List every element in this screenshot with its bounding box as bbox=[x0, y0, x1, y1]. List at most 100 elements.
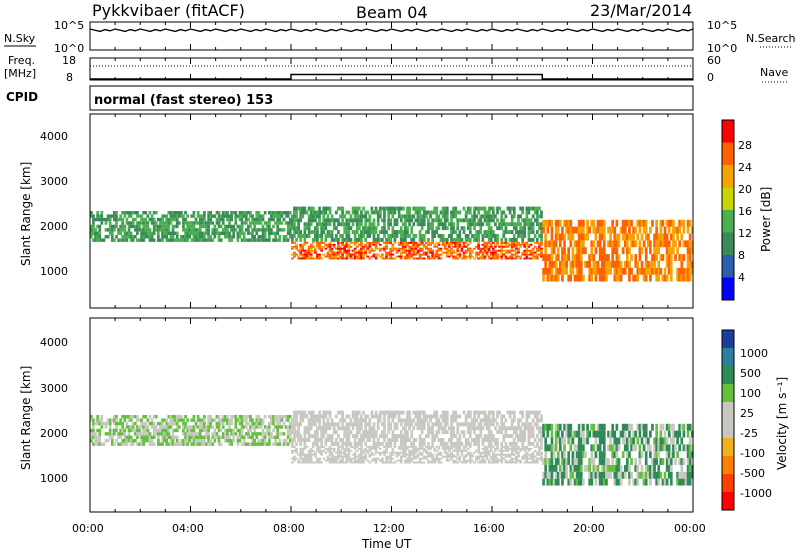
power-cell bbox=[431, 222, 434, 227]
power-cell bbox=[458, 253, 462, 256]
power-cell bbox=[427, 255, 430, 258]
velocity-cbar-swatch bbox=[722, 402, 734, 420]
power-cell bbox=[437, 241, 441, 244]
power-cell bbox=[439, 247, 443, 250]
velocity-cell bbox=[337, 453, 340, 456]
velocity-cell bbox=[527, 461, 531, 464]
power-cell bbox=[303, 206, 307, 211]
power-cell bbox=[232, 228, 236, 232]
power-cell bbox=[669, 247, 673, 255]
power-cell bbox=[609, 233, 612, 241]
power-cell bbox=[504, 255, 508, 258]
velocity-cell bbox=[468, 451, 472, 454]
power-cell bbox=[473, 210, 476, 215]
velocity-cell bbox=[571, 437, 575, 445]
velocity-cell bbox=[519, 449, 522, 452]
velocity-cell bbox=[234, 418, 238, 422]
velocity-cell bbox=[154, 432, 158, 436]
power-cell bbox=[330, 243, 334, 246]
velocity-cell bbox=[475, 449, 478, 452]
velocity-cell bbox=[94, 439, 97, 443]
power-cell bbox=[571, 226, 575, 234]
power-cell bbox=[435, 230, 439, 235]
power-cell bbox=[171, 211, 175, 215]
power-cell bbox=[152, 231, 156, 236]
power-cell bbox=[305, 253, 309, 256]
velocity-cell bbox=[556, 451, 560, 459]
power-cell bbox=[228, 235, 231, 239]
power-cell bbox=[441, 210, 445, 215]
power-cell bbox=[628, 233, 631, 241]
velocity-cell bbox=[309, 434, 313, 439]
power-cell bbox=[492, 251, 495, 254]
velocity-cell bbox=[108, 435, 112, 440]
power-cell bbox=[307, 257, 311, 260]
velocity-cell bbox=[133, 415, 137, 419]
velocity-cell bbox=[427, 434, 430, 439]
velocity-cell bbox=[485, 434, 489, 439]
power-cell bbox=[519, 255, 522, 258]
velocity-cell bbox=[286, 418, 290, 422]
velocity-cell bbox=[397, 451, 401, 454]
power-cell bbox=[399, 206, 403, 211]
velocity-cell bbox=[215, 421, 219, 426]
velocity-cell bbox=[305, 430, 309, 435]
velocity-cell bbox=[408, 426, 411, 431]
velocity-cell bbox=[276, 418, 280, 422]
power-cell bbox=[353, 241, 357, 244]
power-cell bbox=[397, 230, 401, 235]
power-cell bbox=[360, 234, 363, 238]
power-cell bbox=[410, 249, 414, 252]
power-cell bbox=[364, 249, 367, 252]
power-cell bbox=[410, 247, 414, 250]
power-cell bbox=[615, 267, 619, 275]
power-cell bbox=[492, 218, 495, 223]
power-cell bbox=[425, 241, 428, 244]
velocity-cell bbox=[483, 410, 487, 415]
power-cell bbox=[131, 235, 135, 239]
velocity-cell bbox=[458, 434, 462, 439]
power-cell bbox=[395, 251, 399, 254]
velocity-cell bbox=[494, 449, 497, 452]
power-cell bbox=[500, 253, 504, 256]
velocity-cell bbox=[531, 455, 535, 458]
velocity-cell bbox=[542, 458, 545, 465]
velocity-cell bbox=[140, 439, 143, 443]
power-cell bbox=[479, 249, 483, 252]
velocity-cell bbox=[173, 428, 177, 433]
velocity-cell bbox=[236, 428, 240, 433]
velocity-cell bbox=[492, 422, 495, 427]
velocity-cell bbox=[303, 455, 307, 458]
velocity-cell bbox=[510, 410, 514, 415]
power-cell bbox=[623, 219, 627, 227]
power-cell bbox=[240, 211, 244, 215]
velocity-cell bbox=[644, 464, 648, 472]
power-cell bbox=[571, 267, 575, 275]
velocity-cell bbox=[282, 442, 286, 446]
velocity-cell bbox=[309, 422, 313, 427]
power-cell bbox=[452, 241, 455, 244]
power-cell bbox=[462, 255, 466, 258]
power-cell bbox=[270, 217, 273, 222]
velocity-cell bbox=[686, 444, 690, 452]
power-cell bbox=[330, 257, 334, 260]
power-cell bbox=[441, 237, 445, 242]
velocity-cell bbox=[138, 425, 141, 429]
velocity-cell bbox=[401, 438, 405, 442]
power-cell bbox=[192, 228, 196, 232]
velocity-cell bbox=[110, 435, 114, 440]
power-cell bbox=[540, 222, 543, 227]
velocity-cell bbox=[113, 418, 116, 422]
velocity-cell bbox=[96, 435, 99, 440]
velocity-cell bbox=[307, 455, 311, 458]
power-cell bbox=[207, 235, 210, 239]
power-cell bbox=[632, 233, 635, 241]
velocity-cell bbox=[636, 471, 640, 479]
velocity-cell bbox=[345, 414, 349, 419]
velocity-cell bbox=[104, 425, 108, 429]
velocity-cell bbox=[408, 449, 411, 452]
velocity-cell bbox=[644, 478, 648, 486]
power-cell bbox=[588, 274, 592, 282]
power-cell bbox=[205, 238, 208, 242]
velocity-cell bbox=[487, 461, 491, 464]
